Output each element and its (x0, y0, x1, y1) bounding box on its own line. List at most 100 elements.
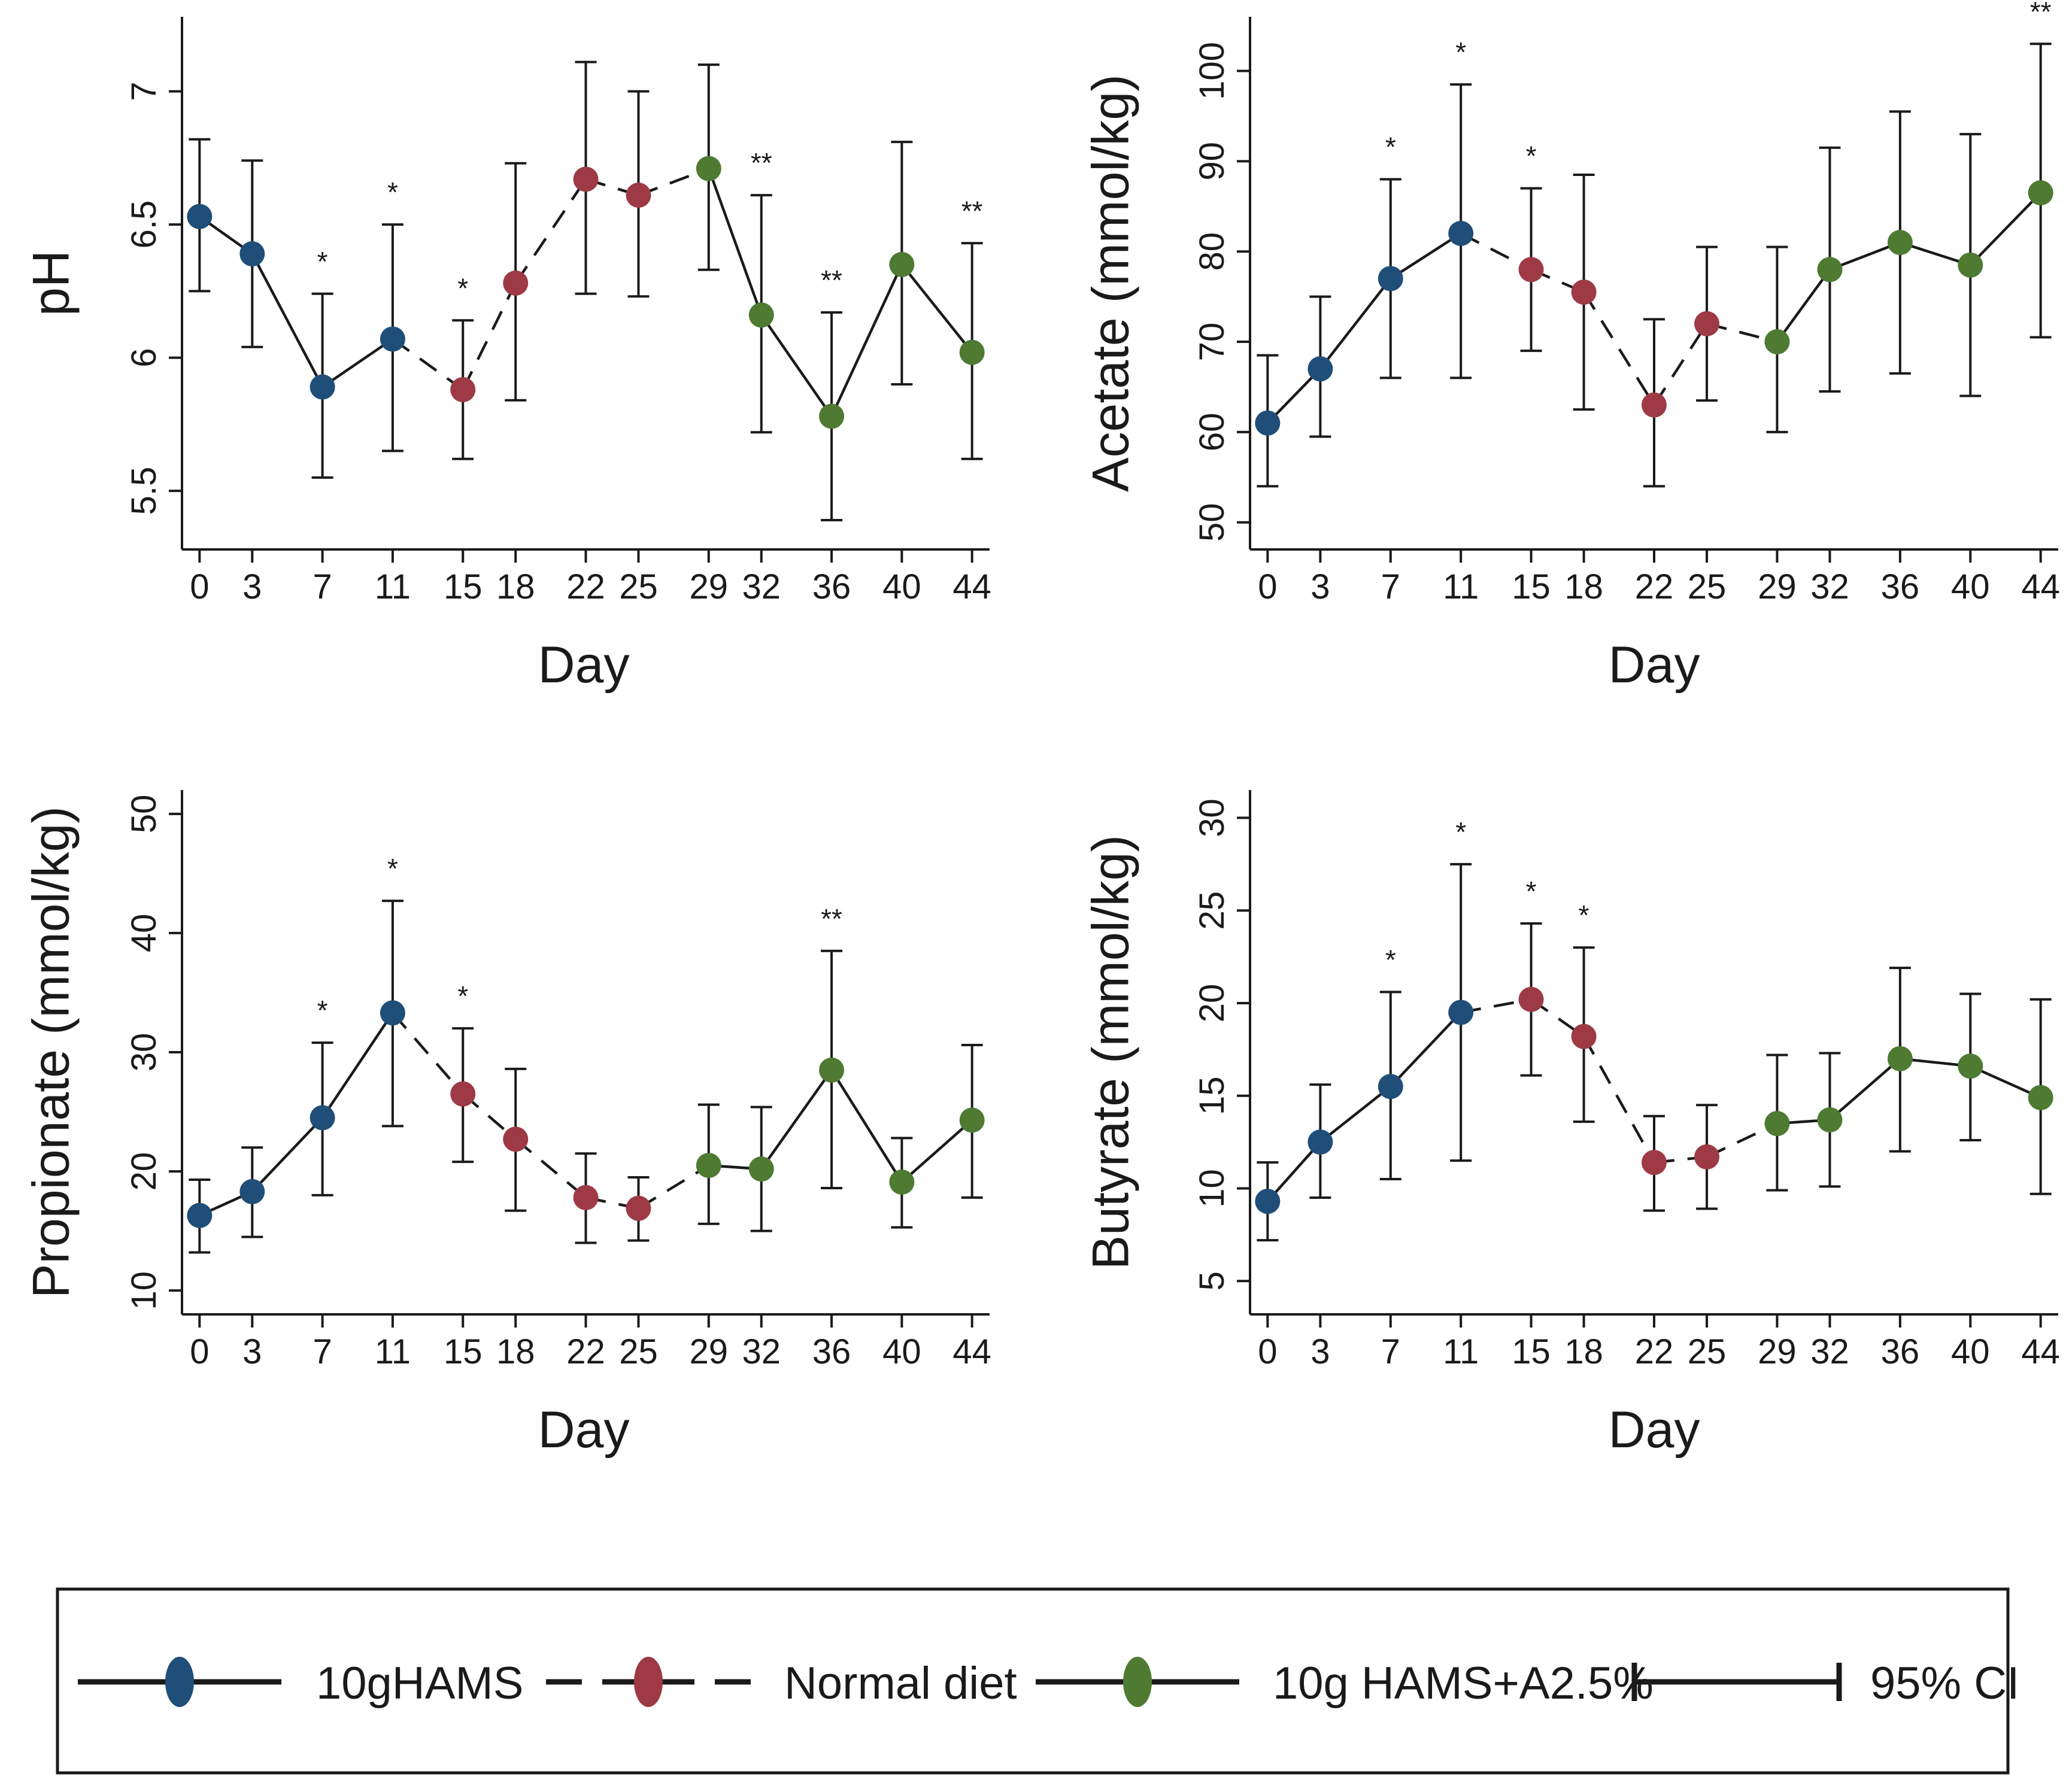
propionate-panel: 10 20 30 40 50 0 3 7 11 15 18 22 25 29 32 36 40 44 Day Prop… (23, 790, 991, 1459)
ph-x-tick-label: 40 (882, 567, 921, 606)
ph-x-tick-label: 22 (566, 567, 605, 606)
butyrate-point (1958, 1053, 1983, 1079)
butyrate-point (1448, 1000, 1474, 1025)
acetate-significance-label: * (1385, 132, 1396, 163)
acetate-y-title: Acetate (mmol/kg) (1082, 74, 1140, 492)
legend-marker-hams-a (1123, 1657, 1152, 1707)
propionate-point (503, 1126, 529, 1152)
butyrate-point (1518, 986, 1544, 1012)
propionate-series-segment (830, 1069, 903, 1183)
ph-significance-label: * (317, 246, 328, 277)
propionate-point (310, 1105, 335, 1131)
ph-significance-label: ** (961, 195, 983, 226)
acetate-point (1378, 266, 1403, 291)
propionate-x-tick-label: 0 (190, 1332, 209, 1371)
ph-series-segment (707, 168, 763, 316)
legend-item-ci: 95% CI (1631, 1658, 2019, 1709)
acetate-x-tick-label: 40 (1951, 567, 1990, 606)
ph-x-tick-label: 32 (742, 567, 781, 606)
butyrate-x-tick-label: 3 (1310, 1332, 1330, 1371)
propionate-significance-label: * (317, 995, 328, 1026)
ph-series-segment (462, 283, 517, 390)
propionate-significance-label: ** (821, 903, 842, 934)
acetate-y-tick-label: 50 (1193, 503, 1231, 542)
acetate-x-tick-label: 25 (1688, 567, 1727, 606)
legend-label-ci: 95% CI (1870, 1658, 2019, 1709)
propionate-x-tick-label: 22 (566, 1332, 605, 1371)
acetate-point (1958, 252, 1983, 278)
ph-series-segment (392, 338, 464, 391)
acetate-point (1764, 329, 1790, 355)
ph-significance-label: * (387, 177, 398, 208)
ph-x-tick-label: 25 (619, 567, 658, 606)
ph-x-tick-label: 36 (812, 567, 851, 606)
propionate-x-tick-label: 3 (242, 1332, 262, 1371)
propionate-x-tick-label: 32 (742, 1332, 781, 1371)
ph-point (503, 271, 529, 296)
propionate-point (187, 1202, 213, 1228)
propionate-y-tick-label: 40 (125, 914, 163, 953)
propionate-x-tick-label: 40 (882, 1332, 921, 1371)
propionate-significance-label: * (457, 980, 468, 1012)
propionate-y-title: Propionate (mmol/kg) (23, 806, 80, 1298)
propionate-y-tick-label: 10 (125, 1271, 163, 1310)
acetate-point (1518, 257, 1544, 283)
acetate-series-segment (1319, 278, 1392, 370)
acetate-series-segment (1266, 367, 1322, 424)
butyrate-x-tick-label: 15 (1512, 1332, 1551, 1371)
ph-y-tick-label: 6 (125, 348, 163, 367)
acetate-point (1694, 311, 1720, 336)
acetate-series-segment (1390, 232, 1462, 280)
propionate-point (819, 1057, 845, 1083)
acetate-x-tick-label: 15 (1512, 567, 1551, 606)
ph-series-segment (900, 263, 973, 354)
butyrate-series-segment (1582, 1035, 1655, 1164)
ph-x-tick-label: 44 (952, 567, 991, 606)
propionate-x-tick-label: 29 (690, 1332, 729, 1371)
acetate-x-tick-label: 22 (1635, 567, 1674, 606)
butyrate-y-tick-label: 10 (1193, 1169, 1231, 1208)
acetate-x-title: Day (1609, 636, 1700, 694)
propionate-series-segment (638, 1164, 709, 1210)
propionate-x-tick-label: 11 (375, 1332, 411, 1371)
ph-point (187, 204, 213, 229)
propionate-series-segment (514, 1138, 587, 1199)
ph-series-segment (760, 314, 833, 417)
propionate-series-segment (392, 1012, 464, 1095)
propionate-significance-label: * (387, 853, 398, 884)
ph-y-title: pH (23, 250, 80, 316)
acetate-x-tick-label: 0 (1258, 567, 1277, 606)
acetate-series-segment (1776, 269, 1831, 343)
propionate-series-segment (251, 1116, 324, 1193)
legend-label-normal: Normal diet (784, 1658, 1017, 1709)
propionate-x-title: Day (538, 1401, 630, 1459)
propionate-point (380, 1000, 405, 1026)
acetate-point (1642, 392, 1667, 418)
propionate-y-tick-label: 20 (125, 1152, 163, 1191)
butyrate-x-tick-label: 29 (1758, 1332, 1797, 1371)
propionate-x-tick-label: 36 (812, 1332, 851, 1371)
acetate-point (1817, 257, 1843, 283)
ph-point (310, 374, 335, 400)
propionate-point (959, 1107, 985, 1133)
ph-point (696, 156, 721, 181)
legend-item-normal: Normal diet (546, 1657, 1017, 1709)
butyrate-point (1307, 1129, 1333, 1155)
ph-series-segment (830, 263, 903, 417)
propionate-x-tick-label: 18 (496, 1332, 535, 1371)
butyrate-point (1817, 1107, 1843, 1132)
legend-marker-hams (165, 1657, 194, 1707)
butyrate-x-tick-label: 32 (1810, 1332, 1849, 1371)
propionate-x-tick-label: 25 (619, 1332, 658, 1371)
ph-point (626, 183, 651, 208)
acetate-point (2028, 180, 2053, 206)
propionate-y-tick-label: 50 (125, 795, 163, 834)
propionate-point (889, 1170, 915, 1195)
acetate-x-tick-label: 44 (2021, 567, 2060, 606)
butyrate-y-tick-label: 20 (1193, 984, 1231, 1023)
butyrate-point (1642, 1150, 1667, 1176)
butyrate-y-tick-label: 25 (1193, 891, 1231, 930)
acetate-y-tick-label: 70 (1193, 323, 1231, 362)
acetate-point (1448, 221, 1474, 247)
